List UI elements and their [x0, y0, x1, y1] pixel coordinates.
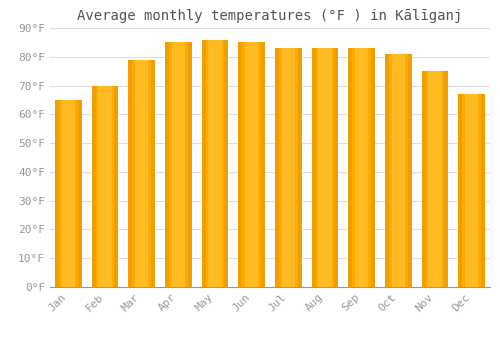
Bar: [188, 42, 192, 287]
Bar: [422, 71, 426, 287]
Bar: [348, 48, 352, 287]
Bar: [128, 60, 155, 287]
Bar: [481, 94, 485, 287]
Bar: [128, 60, 132, 287]
Bar: [55, 100, 82, 287]
Bar: [98, 85, 112, 287]
Bar: [282, 48, 295, 287]
Bar: [355, 48, 368, 287]
Bar: [55, 100, 59, 287]
Bar: [318, 48, 332, 287]
Bar: [135, 60, 148, 287]
Bar: [245, 42, 258, 287]
Bar: [261, 42, 265, 287]
Bar: [208, 40, 222, 287]
Bar: [238, 42, 242, 287]
Bar: [428, 71, 442, 287]
Bar: [165, 42, 192, 287]
Title: Average monthly temperatures (°F ) in Kālīganj: Average monthly temperatures (°F ) in Kā…: [78, 9, 462, 23]
Bar: [385, 54, 389, 287]
Bar: [78, 100, 82, 287]
Bar: [151, 60, 155, 287]
Bar: [371, 48, 375, 287]
Bar: [298, 48, 302, 287]
Bar: [224, 40, 228, 287]
Bar: [312, 48, 316, 287]
Bar: [238, 42, 265, 287]
Bar: [62, 100, 75, 287]
Bar: [458, 94, 462, 287]
Bar: [408, 54, 412, 287]
Bar: [458, 94, 485, 287]
Bar: [275, 48, 301, 287]
Bar: [92, 85, 96, 287]
Bar: [348, 48, 375, 287]
Bar: [92, 85, 118, 287]
Bar: [202, 40, 228, 287]
Bar: [312, 48, 338, 287]
Bar: [444, 71, 448, 287]
Bar: [275, 48, 279, 287]
Bar: [465, 94, 478, 287]
Bar: [172, 42, 185, 287]
Bar: [385, 54, 411, 287]
Bar: [165, 42, 169, 287]
Bar: [392, 54, 405, 287]
Bar: [202, 40, 206, 287]
Bar: [114, 85, 118, 287]
Bar: [334, 48, 338, 287]
Bar: [422, 71, 448, 287]
